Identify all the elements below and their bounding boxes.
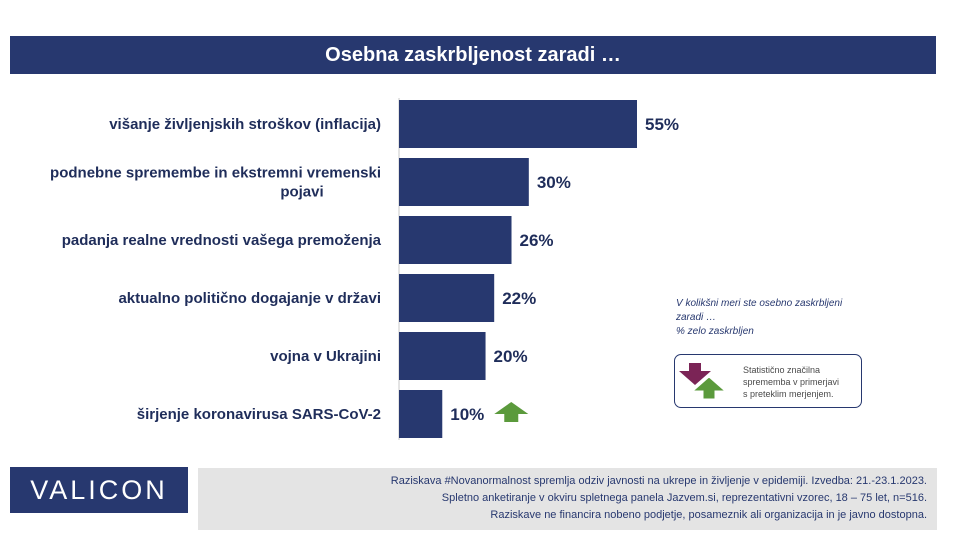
legend-text: Statistično značilna sprememba v primerj… [743, 365, 840, 399]
value-label: 20% [494, 347, 528, 366]
note-question: V kolikšni meri ste osebno zaskrbljeni z… [676, 298, 843, 323]
note-measure: % zelo zaskrbljen [676, 326, 754, 337]
significance-arrows-icon [679, 363, 727, 400]
category-label: aktualno politično dogajanje v državi [118, 290, 381, 307]
value-label: 22% [502, 289, 536, 308]
category-label: višanje življenjskih stroškov (inflacija… [109, 116, 381, 133]
category-label: vojna v Ukrajini [270, 348, 381, 365]
footer-line-3: Raziskave ne financira nobeno podjetje, … [490, 509, 927, 521]
valicon-logo: VALICON [10, 467, 188, 513]
bar [399, 390, 443, 438]
category-label-line: pojavi [280, 184, 323, 201]
category-label-line: širjenje koronavirusa SARS-CoV-2 [137, 406, 381, 423]
down-arrow-icon [679, 363, 711, 385]
category-label-line: podnebne spremembe in ekstremni vremensk… [50, 165, 381, 182]
chart-note: V kolikšni meri ste osebno zaskrbljeni z… [676, 297, 876, 339]
bar [399, 158, 529, 206]
category-label: podnebne spremembe in ekstremni vremensk… [50, 165, 381, 201]
footer-note: Raziskava #Novanormalnost spremlja odziv… [198, 468, 937, 530]
category-label: padanja realne vrednosti vašega premožen… [62, 232, 382, 249]
value-label: 26% [520, 231, 554, 250]
category-label-line: padanja realne vrednosti vašega premožen… [62, 232, 382, 249]
bar [399, 100, 637, 148]
category-label: širjenje koronavirusa SARS-CoV-2 [137, 406, 381, 423]
bar [399, 332, 486, 380]
footer-line-2: Spletno anketiranje v okviru spletnega p… [441, 492, 927, 504]
value-label: 55% [645, 115, 679, 134]
category-label-line: aktualno politično dogajanje v državi [118, 290, 381, 307]
bar-chart: 55% višanje življenjskih stroškov (inflac… [50, 98, 679, 440]
up-arrow-icon [691, 376, 727, 400]
bar [399, 274, 495, 322]
category-label-line: višanje življenjskih stroškov (inflacija… [109, 116, 381, 133]
category-label-line: vojna v Ukrajini [270, 348, 381, 365]
footer-line-1: Raziskava #Novanormalnost spremlja odziv… [390, 475, 927, 487]
significance-legend: Statistično značilna sprememba v primerj… [674, 354, 862, 408]
chart-title: Osebna zaskrbljenost zaradi … [10, 36, 936, 74]
value-label: 30% [537, 173, 571, 192]
bar [399, 216, 512, 264]
value-label: 10% [450, 405, 484, 424]
increase-arrow-icon [494, 402, 529, 422]
